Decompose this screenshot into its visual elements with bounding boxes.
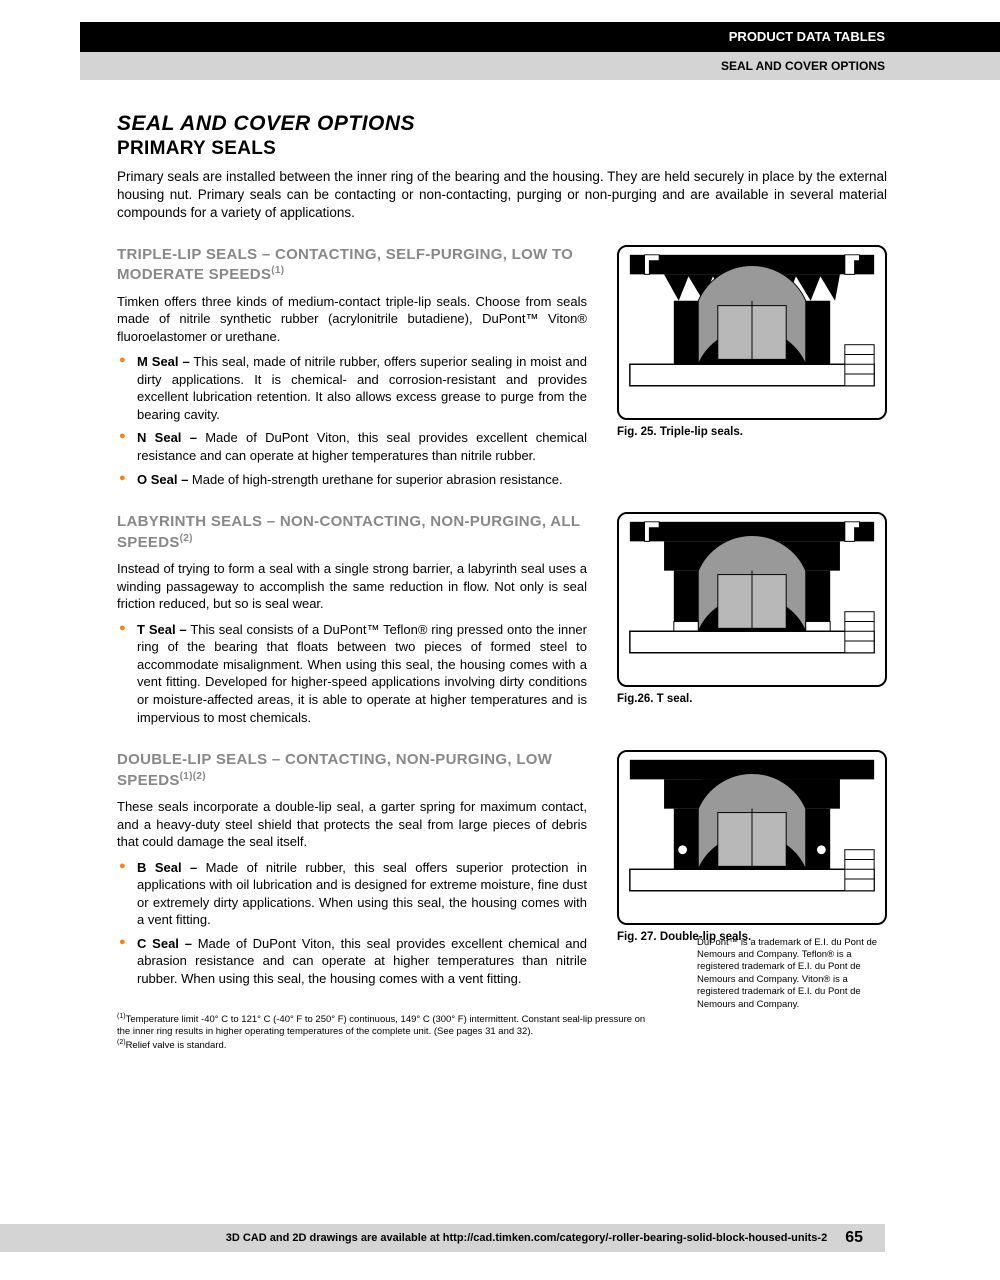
list-item: M Seal – This seal, made of nitrile rubb… — [117, 353, 587, 423]
section-labyrinth: LABYRINTH SEALS – NON-CONTACTING, NON-PU… — [117, 512, 887, 732]
page: PRODUCT DATA TABLES SEAL AND COVER OPTIO… — [0, 0, 1000, 1280]
triple-right: Fig. 25. Triple-lip seals. — [617, 245, 887, 494]
main-subtitle: PRIMARY SEALS — [117, 138, 887, 160]
item-text: Made of DuPont Viton, this seal provides… — [137, 430, 587, 463]
item-bold: N Seal – — [137, 430, 197, 445]
item-text: Made of DuPont Viton, this seal provides… — [137, 936, 587, 986]
footnote-1: (1)Temperature limit -40° C to 121° C (-… — [117, 1012, 647, 1039]
item-bold: B Seal – — [137, 860, 197, 875]
labyrinth-left: LABYRINTH SEALS – NON-CONTACTING, NON-PU… — [117, 512, 587, 732]
trademark-notice: DuPont™ is a trademark of E.I. du Pont d… — [697, 937, 887, 1011]
list-item: B Seal – Made of nitrile rubber, this se… — [117, 859, 587, 929]
item-bold: O Seal – — [137, 472, 188, 487]
footer-text: 3D CAD and 2D drawings are available at … — [226, 1232, 827, 1244]
item-text: Made of nitrile rubber, this seal offers… — [137, 860, 587, 928]
labyrinth-right: Fig.26. T seal. — [617, 512, 887, 732]
intro-text: Primary seals are installed between the … — [117, 168, 887, 223]
footer-bar: 3D CAD and 2D drawings are available at … — [0, 1224, 885, 1252]
labyrinth-body: Instead of trying to form a seal with a … — [117, 560, 587, 613]
fn1-text: Temperature limit -40° C to 121° C (-40°… — [117, 1014, 645, 1037]
item-bold: C Seal – — [137, 936, 192, 951]
double-body: These seals incorporate a double-lip sea… — [117, 798, 587, 851]
list-item: T Seal – This seal consists of a DuPont™… — [117, 621, 587, 726]
figure-25 — [617, 245, 887, 420]
triple-left: TRIPLE-LIP SEALS – CONTACTING, SELF-PURG… — [117, 245, 587, 494]
page-number: 65 — [845, 1229, 863, 1247]
figure-27 — [617, 750, 887, 925]
list-item: C Seal – Made of DuPont Viton, this seal… — [117, 935, 587, 988]
fig26-caption: Fig.26. T seal. — [617, 693, 887, 705]
fn2-text: Relief valve is standard. — [126, 1041, 227, 1052]
double-heading: DOUBLE-LIP SEALS – CONTACTING, NON-PURGI… — [117, 750, 587, 790]
item-bold: M Seal – — [137, 354, 190, 369]
triple-body: Timken offers three kinds of medium-cont… — [117, 293, 587, 346]
fig25-caption: Fig. 25. Triple-lip seals. — [617, 426, 887, 438]
subheader-bar: SEAL AND COVER OPTIONS — [80, 52, 1000, 80]
triple-heading: TRIPLE-LIP SEALS – CONTACTING, SELF-PURG… — [117, 245, 587, 285]
item-text: Made of high-strength urethane for super… — [188, 472, 562, 487]
footnotes: (1)Temperature limit -40° C to 121° C (-… — [117, 1012, 647, 1053]
footnote-2: (2)Relief valve is standard. — [117, 1038, 647, 1053]
main-title: SEAL AND COVER OPTIONS — [117, 112, 887, 136]
header-title: PRODUCT DATA TABLES — [729, 29, 885, 44]
double-sup: (1)(2) — [180, 771, 206, 782]
labyrinth-sup: (2) — [180, 533, 193, 544]
section-triple: TRIPLE-LIP SEALS – CONTACTING, SELF-PURG… — [117, 245, 887, 494]
t-seal-diagram-icon — [619, 514, 885, 685]
figure-26 — [617, 512, 887, 687]
item-text: This seal, made of nitrile rubber, offer… — [137, 354, 587, 422]
double-lip-diagram-icon — [619, 752, 885, 923]
double-list: B Seal – Made of nitrile rubber, this se… — [117, 859, 587, 988]
item-bold: T Seal – — [137, 622, 187, 637]
triple-heading-text: TRIPLE-LIP SEALS – CONTACTING, SELF-PURG… — [117, 246, 573, 284]
header-bar: PRODUCT DATA TABLES — [80, 22, 1000, 52]
item-text: This seal consists of a DuPont™ Teflon® … — [137, 622, 587, 725]
labyrinth-heading: LABYRINTH SEALS – NON-CONTACTING, NON-PU… — [117, 512, 587, 552]
list-item: O Seal – Made of high-strength urethane … — [117, 471, 587, 489]
content: SEAL AND COVER OPTIONS PRIMARY SEALS Pri… — [117, 112, 887, 1053]
list-item: N Seal – Made of DuPont Viton, this seal… — [117, 429, 587, 464]
subheader-title: SEAL AND COVER OPTIONS — [721, 59, 885, 73]
triple-lip-diagram-icon — [619, 247, 885, 418]
triple-list: M Seal – This seal, made of nitrile rubb… — [117, 353, 587, 488]
labyrinth-list: T Seal – This seal consists of a DuPont™… — [117, 621, 587, 726]
triple-sup: (1) — [271, 265, 284, 276]
double-left: DOUBLE-LIP SEALS – CONTACTING, NON-PURGI… — [117, 750, 587, 993]
